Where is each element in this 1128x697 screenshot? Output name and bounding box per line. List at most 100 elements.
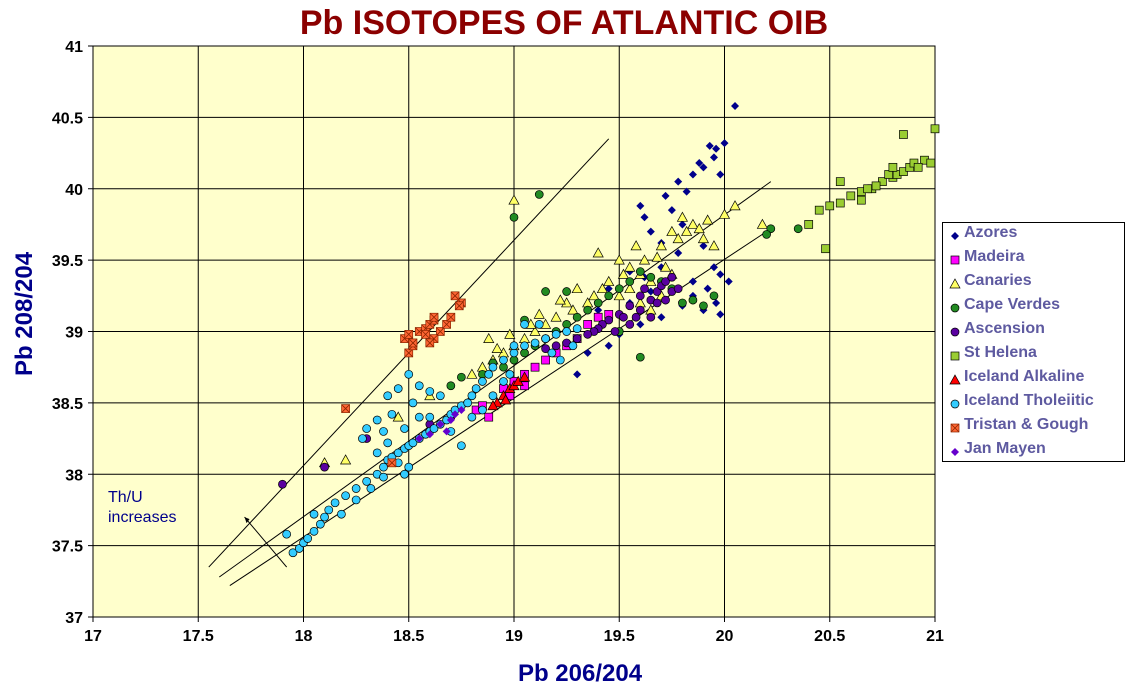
data-point: [392, 411, 404, 422]
data-point: [400, 424, 409, 433]
data-point: [372, 415, 382, 425]
data-point: [547, 348, 557, 358]
legend-item: Cape Verdes: [943, 295, 1126, 319]
data-point: [509, 341, 519, 351]
data-point: [604, 315, 614, 325]
data-point: [636, 201, 645, 210]
legend-item: Canaries: [943, 271, 1126, 295]
data-points: [278, 101, 940, 558]
legend-symbol: [949, 278, 961, 289]
data-point: [541, 287, 550, 296]
data-point: [646, 272, 656, 282]
data-point: [655, 240, 667, 251]
data-point: [899, 130, 908, 139]
data-point: [435, 327, 445, 336]
data-point: [678, 298, 687, 308]
x-tick-label: 17.5: [183, 628, 214, 645]
y-tick-label: 37: [65, 610, 83, 627]
annotation: Th/U increases: [108, 488, 176, 528]
legend: Azores Madeira Canaries Cape Verdes Ascensio…: [942, 222, 1125, 462]
data-point: [693, 222, 705, 234]
data-point: [467, 391, 477, 401]
y-tick-label: 37.5: [52, 539, 83, 556]
data-point: [324, 505, 334, 515]
x-tick-label: 20.5: [814, 628, 845, 645]
legend-label: Tristan & Gough: [964, 416, 1089, 433]
data-point: [400, 469, 409, 479]
y-tick-label: 41: [65, 39, 83, 56]
data-point: [604, 291, 614, 301]
data-point: [509, 212, 519, 222]
data-point: [705, 141, 714, 150]
data-point: [614, 284, 624, 294]
data-point: [619, 312, 628, 322]
data-point: [672, 232, 684, 244]
legend-marker: [951, 448, 959, 456]
data-point: [408, 398, 418, 408]
data-point: [863, 184, 872, 194]
data-point: [330, 498, 340, 508]
legend-label: Madeira: [964, 248, 1025, 265]
x-axis-label: Pb 206/204: [517, 660, 643, 687]
data-point: [592, 247, 604, 258]
data-point: [666, 225, 678, 236]
data-point: [814, 205, 824, 215]
data-point: [393, 384, 403, 393]
x-tick-label: 21: [926, 628, 944, 645]
data-point: [387, 409, 397, 419]
data-point: [613, 290, 625, 301]
data-point: [320, 462, 329, 472]
data-point: [530, 362, 540, 372]
data-point: [404, 330, 414, 339]
data-point: [652, 298, 662, 308]
data-point: [383, 391, 393, 401]
data-point: [454, 301, 464, 311]
legend-item: Madeira: [943, 247, 1126, 271]
annotation-line-1: Th/U: [108, 489, 143, 506]
data-point: [442, 427, 451, 436]
legend-item: Iceland Tholeiitic: [943, 391, 1126, 415]
data-point: [534, 190, 544, 199]
legend-marker: [950, 399, 960, 409]
data-point: [625, 320, 635, 329]
data-point: [379, 427, 388, 436]
data-point: [446, 381, 456, 391]
data-point: [366, 484, 376, 493]
data-point: [674, 177, 683, 186]
data-point: [568, 341, 578, 351]
data-point: [681, 225, 693, 236]
data-point: [282, 529, 292, 539]
data-point: [446, 416, 455, 425]
data-point: [520, 341, 529, 351]
data-point: [930, 124, 940, 134]
data-point: [631, 312, 641, 322]
data-point: [720, 139, 729, 148]
data-point: [572, 324, 582, 333]
data-point: [337, 509, 346, 519]
data-point: [888, 162, 898, 172]
data-point: [661, 277, 670, 286]
legend-label: Iceland Tholeiitic: [964, 392, 1094, 409]
data-point: [699, 241, 708, 250]
data-point: [646, 227, 655, 236]
data-point: [703, 284, 712, 293]
data-point: [487, 400, 499, 411]
legend-item: Jan Mayen: [943, 439, 1126, 463]
y-tick-label: 39: [65, 325, 83, 342]
x-tick-label: 20: [716, 628, 734, 645]
data-point: [529, 325, 541, 336]
data-point: [278, 479, 287, 489]
legend-symbol: [950, 303, 960, 313]
legend-label: Cape Verdes: [964, 296, 1061, 313]
legend-symbol: [951, 232, 959, 240]
y-tick-label: 38.5: [52, 396, 83, 413]
data-point: [484, 369, 494, 379]
data-point: [625, 301, 635, 311]
data-point: [478, 377, 487, 386]
data-point: [835, 198, 845, 208]
data-point: [551, 330, 561, 339]
x-tick-label: 18.5: [393, 628, 424, 645]
data-point: [562, 287, 571, 296]
data-point: [604, 341, 613, 350]
